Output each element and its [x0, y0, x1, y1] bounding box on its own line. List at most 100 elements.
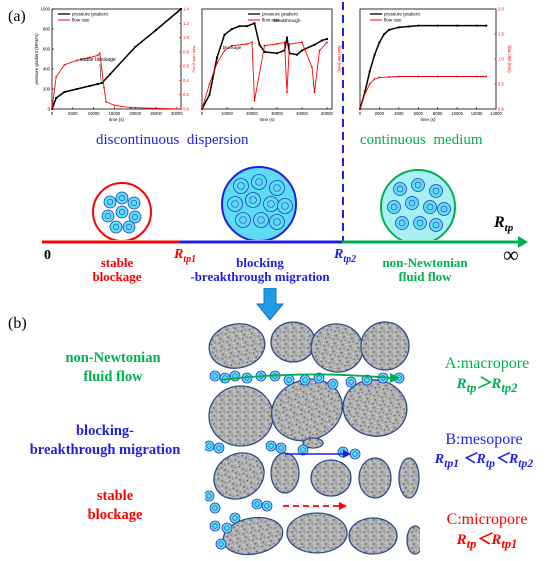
fluid-particle [349, 448, 361, 460]
fluid-particle-core [212, 373, 218, 379]
x-tick-label: 30000 [171, 111, 183, 116]
pressure-point [258, 43, 261, 46]
series-flow-line [51, 52, 182, 110]
flow-point [326, 41, 328, 44]
rock-grain [398, 457, 420, 499]
fluid-particle-core [348, 379, 354, 385]
x-axis-label: time (s) [109, 117, 125, 122]
pressure-point [301, 49, 303, 52]
pressure-point [208, 93, 211, 96]
y2-tick-label: 2.0 [498, 7, 504, 12]
fluid-particle-core [216, 445, 222, 451]
rtp-axis [42, 236, 528, 248]
particle [405, 196, 419, 210]
regime-discontinuous: discontinuous dispersion [96, 132, 249, 148]
particle [109, 220, 123, 234]
y-tick-label: 1000 [41, 7, 51, 12]
particle-core [426, 203, 434, 211]
pressure-point [180, 8, 182, 10]
x-tick-label: 4000 [394, 111, 404, 116]
fluid-particle [215, 538, 227, 550]
flow-point [216, 62, 218, 65]
particle-core [239, 216, 247, 224]
particle-core [432, 221, 440, 229]
side-stable-label: stable blockage [87, 488, 143, 523]
axis-stable-label: stable blockage [92, 255, 142, 284]
pressure-point [368, 70, 371, 73]
pressure-point [263, 50, 266, 53]
pressure-point [321, 39, 323, 42]
particle [245, 192, 261, 208]
y2-axis-label: flow rate (m/s) [507, 45, 512, 73]
x-axis-label: time (s) [260, 117, 276, 122]
fluid-particle-core [206, 443, 212, 449]
mesopore-label: B:mesopore Rtp1 ＜Rtp＜Rtp2 [434, 431, 534, 470]
axis-rtp-label: Rtp [494, 214, 514, 235]
y-axis-label: pressure gradient (MPa/m) [34, 33, 39, 85]
x-tick-label: 50000 [321, 111, 333, 116]
rock-grain [358, 457, 392, 499]
flow-point [103, 86, 105, 89]
regime-divider [342, 2, 344, 242]
flow-point [51, 108, 53, 110]
pressure-point [485, 24, 488, 27]
y2-tick-label: 1.0 [498, 57, 504, 62]
chart-blocking-breakthrough: 0 10000 20000 30000 40000 50000 time (s) pressu… [201, 8, 342, 122]
legend-pressure-label: pressure gradient [72, 12, 108, 17]
particle-core [273, 184, 281, 192]
flow-point [276, 43, 278, 45]
pressure-point [216, 56, 218, 59]
fluid-particle [275, 442, 287, 454]
particle [429, 218, 443, 232]
particle-core [390, 203, 398, 211]
series-pressure-line [359, 24, 487, 110]
particle [423, 200, 437, 214]
pressure-point [363, 91, 366, 94]
particle-core [131, 199, 138, 206]
pressure-point [475, 24, 478, 27]
pressure-point [397, 26, 400, 29]
pressure-point [100, 82, 103, 84]
axis-nonnewtonian-label: non-Newtonian fluid flow [382, 255, 468, 284]
side-blocking-label: blocking-breakthrough migration [29, 423, 181, 458]
flow-point [263, 44, 266, 47]
pressure-point [417, 24, 420, 27]
fluid-particle [229, 512, 241, 524]
plot-frame [51, 8, 182, 110]
x-tick-label: 10000 [221, 111, 233, 116]
particle-core [255, 178, 263, 186]
fluid-particle-core [316, 375, 322, 381]
flow-point [251, 41, 253, 44]
x-tick-label: 0 [201, 111, 204, 116]
flow-point [286, 91, 288, 94]
panel-a-label: (a) [8, 8, 26, 25]
x-tick-label: 20000 [246, 111, 258, 116]
pressure-point [55, 97, 58, 99]
particle-core [132, 213, 139, 220]
series-flow-line [359, 76, 487, 110]
particle-core [416, 219, 424, 227]
legend-flow-label: flow rate [262, 18, 280, 23]
rock-grain [270, 321, 316, 363]
y2-tick-label: 1.5 [498, 32, 504, 37]
pressure-point [96, 83, 99, 85]
pressure-point [253, 22, 256, 25]
flow-point [113, 104, 116, 107]
fluid-particle-core [302, 377, 308, 383]
pressure-point [456, 24, 459, 27]
flow-point [96, 54, 99, 57]
flow-point [397, 75, 400, 78]
particle-core [126, 224, 133, 231]
annotation-breakthrough: breakthrough [273, 18, 301, 23]
legend-flow-label: flow rate [384, 18, 402, 23]
pressure-point [75, 88, 78, 90]
rock-grain [360, 321, 410, 371]
particle-core [267, 200, 275, 208]
chart-continuous-medium: 0 2000 4000 6000 8000 10000 12000 14000 time (s)… [359, 7, 512, 123]
flow-point [388, 76, 391, 78]
flow-point [475, 75, 478, 78]
particle [393, 182, 407, 196]
legend-flow-label: flow rate [72, 18, 90, 23]
down-arrow-icon [255, 288, 285, 321]
y2-tick-label: 0.6 [183, 64, 189, 69]
